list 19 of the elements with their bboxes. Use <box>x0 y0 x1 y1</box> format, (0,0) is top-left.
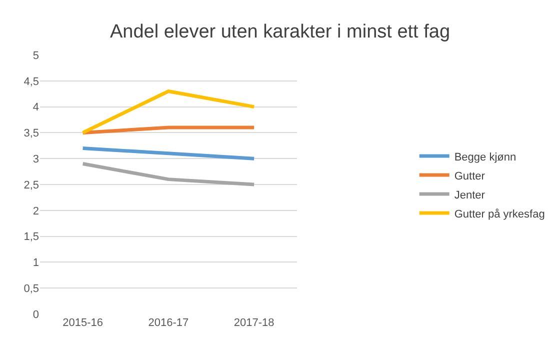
y-tick-label: 3 <box>32 153 39 166</box>
legend-label: Gutter på yrkesfag <box>454 208 545 220</box>
y-tick-label: 1 <box>32 257 39 270</box>
chart-title: Andel elever uten karakter i minst ett fag <box>110 22 450 43</box>
y-tick-label: 0 <box>32 308 39 321</box>
y-tick-label: 0,5 <box>24 282 39 295</box>
x-tick-label: 2017-18 <box>234 317 274 329</box>
y-tick-label: 5 <box>32 50 39 62</box>
legend-label: Begge kjønn <box>454 151 516 164</box>
x-tick-label: 2016-17 <box>148 317 189 329</box>
legend-label: Jenter <box>454 189 486 202</box>
legend-label: Gutter <box>454 170 486 182</box>
y-tick-label: 2 <box>32 205 39 218</box>
x-tick-label: 2015-16 <box>62 317 104 329</box>
y-tick-label: 1,5 <box>24 231 39 244</box>
y-tick-label: 4,5 <box>24 76 39 88</box>
y-tick-label: 3,5 <box>24 128 39 140</box>
y-tick-label: 4 <box>32 102 39 114</box>
y-tick-label: 2,5 <box>24 179 39 192</box>
